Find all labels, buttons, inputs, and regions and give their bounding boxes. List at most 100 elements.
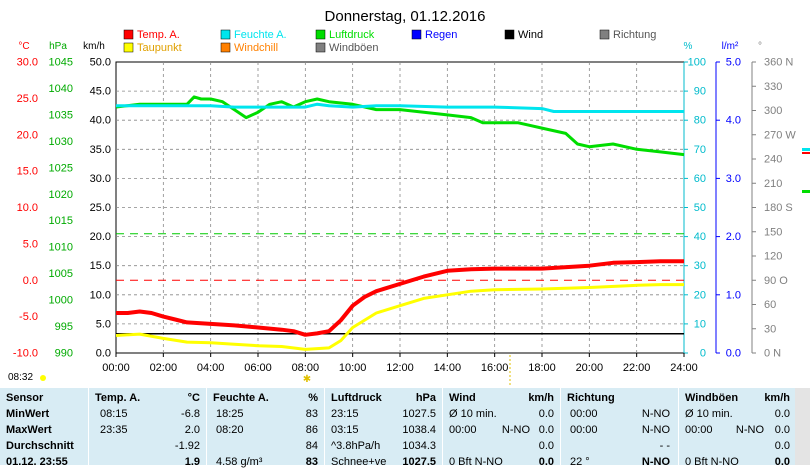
stats-separator (88, 388, 89, 465)
tick-time: 02:00 (150, 362, 178, 374)
stats-cell: Feuchte A. (213, 392, 269, 404)
stats-cell: 0.0 (774, 424, 790, 436)
tick-pressure: 1040 (49, 83, 73, 95)
stats-cell: % (308, 392, 318, 404)
stats-cell: 08:20 (216, 424, 244, 436)
stats-cell: 1027.5 (402, 456, 436, 468)
stats-cell: Temp. A. (95, 392, 141, 404)
tick-time: 14:00 (434, 362, 462, 374)
stats-separator (560, 388, 561, 465)
series (115, 95, 685, 351)
legend: Temp. A. Feuchte A. Luftdruck Regen Wind Rich… (123, 29, 656, 54)
tick-pressure: 1000 (49, 295, 73, 307)
stats-cell: Richtung (567, 392, 615, 404)
edge-strip (802, 148, 810, 151)
stats-cell: 18:25 (216, 408, 244, 420)
tick-humidity: 60 (694, 173, 706, 185)
tick-time: 12:00 (386, 362, 414, 374)
stats-cell: 00:00 (570, 424, 598, 436)
stats-cell: ^3.8hPa/h (331, 440, 381, 452)
legend-label: Taupunkt (137, 42, 182, 54)
stats-cell: Windböen (685, 392, 739, 404)
stats-cell: 00:00 (570, 408, 598, 420)
tick-pressure: 990 (55, 348, 73, 360)
grid (116, 62, 684, 353)
series-luftdruck (115, 95, 685, 157)
tick-rain: 1.0 (726, 289, 741, 301)
stats-cell: 0.0 (774, 456, 790, 468)
tick-pressure: 1020 (49, 189, 73, 201)
stats-cell: N-NO (501, 424, 530, 436)
stats-separator (324, 388, 325, 465)
tick-humidity: 70 (694, 144, 706, 156)
tick-temp: 5.0 (23, 238, 38, 250)
stats-separator (442, 388, 443, 465)
stats-cell: Schnee+ve (331, 456, 387, 468)
stats-cell: 1034.3 (402, 440, 436, 452)
tick-rain: 5.0 (726, 57, 741, 69)
tick-pressure: 1025 (49, 162, 73, 174)
stats-cell: 4.58 g/m³ (216, 456, 263, 468)
stats-cell: 0.0 (538, 408, 554, 420)
tick-temp: 20.0 (17, 129, 38, 141)
stats-cell: 0.0 (538, 440, 554, 452)
stats-cell: 84 (305, 440, 318, 452)
stats-cell: 22 ° (570, 456, 590, 468)
legend-swatch (123, 42, 134, 53)
stats-cell: 86 (305, 424, 318, 436)
sunrise-marker: ✱ (303, 374, 311, 385)
scrollbar[interactable] (795, 388, 810, 465)
tick-direction: 0 N (764, 348, 781, 360)
stats-cell: N-NO (641, 408, 670, 420)
weather-chart: Donnerstag, 01.12.2016 Temp. A. Feuchte A… (13, 8, 810, 385)
tick-wind: 10.0 (90, 289, 111, 301)
tick-rain: 0.0 (726, 348, 741, 360)
tick-temp: 15.0 (17, 166, 38, 178)
edge-strip (802, 190, 810, 193)
tick-humidity: 0 (700, 348, 706, 360)
tick-direction: 150 (764, 226, 782, 238)
legend-swatch (220, 29, 231, 40)
tick-time: 16:00 (481, 362, 509, 374)
axis-unit-humidity: % (684, 41, 693, 52)
stats-separator (678, 388, 679, 465)
stats-cell: 0.0 (774, 440, 790, 452)
tick-humidity: 40 (694, 231, 706, 243)
tick-direction: 330 (764, 81, 782, 93)
stats-table: Sensor Temp. A. °C Feuchte A.% Luftdruck hPa W… (0, 388, 810, 468)
stats-separator (206, 388, 207, 465)
stats-cell: 0.0 (538, 456, 554, 468)
tick-temp: 30.0 (17, 57, 38, 69)
tick-temp: 0.0 (23, 275, 38, 287)
legend-label: Richtung (613, 29, 656, 41)
tick-rain: 3.0 (726, 173, 741, 185)
tick-time: 08:00 (292, 362, 320, 374)
tick-direction: 30 (764, 323, 776, 335)
legend-label: Regen (425, 29, 457, 41)
tick-time: 20:00 (576, 362, 604, 374)
tick-humidity: 30 (694, 260, 706, 272)
axis-unit-direction: ° (758, 41, 762, 52)
tick-pressure: 1035 (49, 109, 73, 121)
tick-pressure: 1005 (49, 268, 73, 280)
stats-cell: km/h (764, 392, 790, 404)
stats-cell: N-NO (735, 424, 764, 436)
axis-ticks: 30.0 25.0 20.0 15.0 10.0 5.0 0.0 -5.0 -10.0 1045 1… (13, 57, 796, 375)
axis-unit-temp: °C (18, 41, 29, 52)
tick-pressure: 1015 (49, 215, 73, 227)
legend-swatch (220, 42, 231, 53)
tick-time: 22:00 (623, 362, 651, 374)
tick-time: 24:00 (670, 362, 698, 374)
tick-humidity: 20 (694, 289, 706, 301)
tick-wind: 25.0 (90, 202, 111, 214)
stats-cell: -1.92 (174, 440, 200, 452)
tick-direction: 120 (764, 251, 782, 263)
stats-cell: hPa (415, 392, 436, 404)
stats-cell: 0 Bft N-NO (685, 456, 739, 468)
stats-cell: Wind (449, 392, 476, 404)
stats-cell: 23:35 (100, 424, 128, 436)
stats-cell: Durchschnitt (6, 440, 74, 452)
stats-cell: 1027.5 (402, 408, 436, 420)
stats-cell: -6.8 (181, 408, 200, 420)
tick-direction: 300 (764, 105, 782, 117)
